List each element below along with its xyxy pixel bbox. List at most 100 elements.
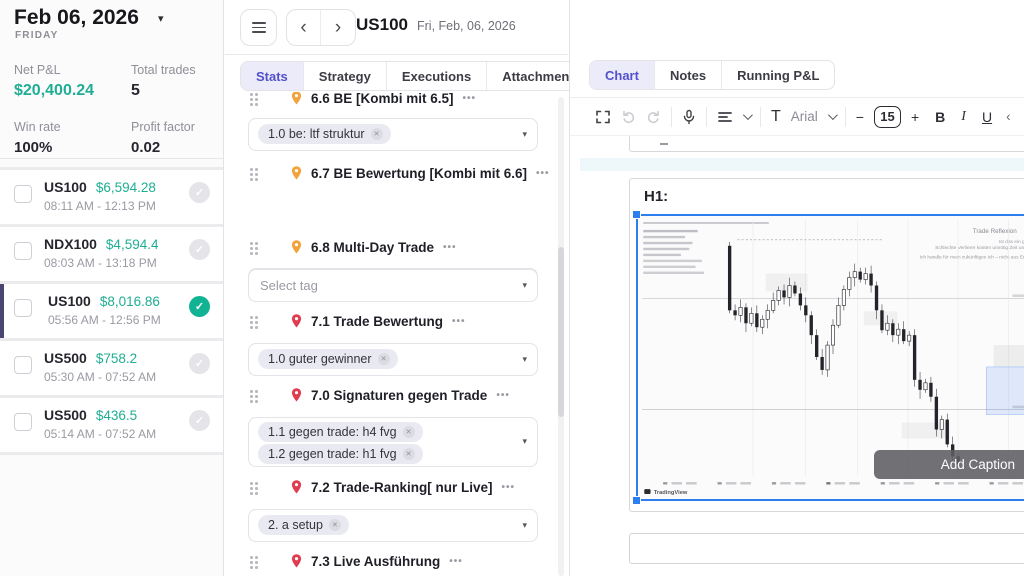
more-tools-icon[interactable]: ‹ <box>1006 109 1011 124</box>
tab-strategy[interactable]: Strategy <box>304 62 387 90</box>
reviewed-check-icon[interactable]: ✓ <box>189 410 210 431</box>
tag-pin-icon <box>291 554 302 568</box>
font-size-increase-button[interactable]: + <box>910 108 920 125</box>
trade-list: US100 $6,594.28 08:11 AM - 12:13 PM ✓ NDX… <box>0 167 223 455</box>
selection-handle[interactable] <box>632 496 641 505</box>
redo-icon[interactable] <box>646 109 661 124</box>
tab-chart[interactable]: Chart <box>590 61 655 89</box>
tag-pin-icon <box>291 480 302 494</box>
trade-symbol: US500 <box>44 350 87 366</box>
menu-button[interactable] <box>240 9 277 46</box>
trade-row[interactable]: US100 $6,594.28 08:11 AM - 12:13 PM ✓ <box>0 170 223 224</box>
tab-stats[interactable]: Stats <box>241 62 304 90</box>
field-menu-icon[interactable]: ••• <box>452 315 466 327</box>
tag-dropdown[interactable]: 1.0 guter gewinner ✕ ▾ <box>248 343 538 376</box>
prev-trade-button[interactable]: ‹ <box>287 10 321 45</box>
drag-handle-icon[interactable] <box>250 482 259 496</box>
tag-chip: 1.2 gegen trade: h1 fvg <box>268 447 397 461</box>
drag-handle-icon[interactable] <box>250 93 259 107</box>
date-selector[interactable]: Feb 06, 2026 <box>14 6 139 29</box>
selection-handle[interactable] <box>632 210 641 219</box>
tag-pin-icon <box>291 92 302 105</box>
drag-handle-icon[interactable] <box>250 242 259 256</box>
trade-checkbox[interactable] <box>14 185 32 203</box>
tag-dropdown[interactable]: 2. a setup ✕ ▾ <box>248 509 538 542</box>
field-menu-icon[interactable]: ••• <box>449 555 463 567</box>
tab-running-pnl[interactable]: Running P&L <box>737 68 820 83</box>
next-trade-button[interactable]: › <box>334 16 342 38</box>
field-menu-icon[interactable]: ••• <box>462 92 477 104</box>
tag-chip: 2. a setup <box>268 518 323 532</box>
chevron-down-icon[interactable] <box>742 110 753 121</box>
chip-remove-icon[interactable]: ✕ <box>402 426 415 438</box>
trade-row[interactable]: US500 $758.2 05:30 AM - 07:52 AM ✓ <box>0 341 223 395</box>
field-label: 6.8 Multi-Day Trade <box>311 239 435 255</box>
profit-factor-value: 0.02 <box>131 139 161 156</box>
bold-button[interactable]: B <box>935 108 946 125</box>
trade-checkbox[interactable] <box>14 356 32 374</box>
trade-checkbox[interactable] <box>14 242 32 260</box>
trade-time: 08:03 AM - 13:18 PM <box>44 256 157 270</box>
trade-symbol: NDX100 <box>44 236 97 252</box>
empty-note-block[interactable] <box>629 533 1024 564</box>
editor-toolbar: T Arial − 15 + B I U ‹ <box>570 97 1024 136</box>
chevron-down-icon[interactable] <box>827 110 838 121</box>
trade-symbol: US500 <box>44 407 87 423</box>
trade-date: Fri, Feb, 06, 2026 <box>417 19 516 33</box>
notes-panel: Chart Notes Running P&L T <box>569 0 1024 576</box>
microphone-icon[interactable] <box>682 109 696 125</box>
trade-row[interactable]: NDX100 $4,594.4 08:03 AM - 13:18 PM ✓ <box>0 227 223 281</box>
reviewed-check-icon[interactable]: ✓ <box>189 182 210 203</box>
field-menu-icon[interactable]: ••• <box>501 481 516 493</box>
reviewed-check-icon[interactable]: ✓ <box>189 353 210 374</box>
form-scrollbar[interactable] <box>558 97 564 576</box>
tab-executions[interactable]: Executions <box>387 62 488 90</box>
chip-remove-icon[interactable]: ✕ <box>377 353 390 365</box>
field-menu-icon[interactable]: ••• <box>443 241 457 253</box>
note-block-partial[interactable] <box>629 136 1024 152</box>
reviewed-check-icon[interactable]: ✓ <box>189 296 210 317</box>
drag-handle-icon[interactable] <box>250 316 259 330</box>
align-text-icon[interactable] <box>717 110 733 124</box>
trade-checkbox[interactable] <box>14 413 32 431</box>
chip-remove-icon[interactable]: ✕ <box>402 448 415 460</box>
italic-button[interactable]: I <box>961 108 966 124</box>
fullscreen-icon[interactable] <box>595 109 611 125</box>
field-label: 7.2 Trade-Ranking[ nur Live] <box>311 479 493 495</box>
font-size-value[interactable]: 15 <box>873 105 901 128</box>
add-caption-button[interactable]: Add Caption <box>874 450 1024 479</box>
tag-dropdown[interactable]: 1.0 be: ltf struktur ✕ ▾ <box>248 118 538 151</box>
chip-remove-icon[interactable]: ✕ <box>328 519 341 531</box>
field-menu-icon[interactable]: ••• <box>496 389 510 401</box>
field-menu-icon[interactable]: ••• <box>536 167 550 179</box>
chip-remove-icon[interactable]: ✕ <box>370 128 383 140</box>
chart-notes-editor[interactable]: H1: Trade R <box>570 136 1024 576</box>
profit-factor-label: Profit factor <box>131 120 195 134</box>
day-summary-sidebar: Feb 06, 2026 ▾ FRIDAY Net P&L Total trad… <box>0 0 224 576</box>
drag-handle-icon[interactable] <box>250 390 259 404</box>
tag-dropdown[interactable]: 1.1 gegen trade: h4 fvg ✕ 1.2 gegen trade… <box>248 417 538 467</box>
tab-notes[interactable]: Notes <box>655 61 723 89</box>
drag-handle-icon[interactable] <box>250 556 259 570</box>
font-family-select[interactable]: Arial <box>790 109 818 124</box>
trade-pnl: $4,594.4 <box>105 237 159 252</box>
trade-detail-tabs: Stats Strategy Executions Attachments <box>240 61 597 91</box>
trade-title: US100 <box>356 15 408 34</box>
field-label: 7.3 Live Ausführung <box>311 553 441 569</box>
drag-handle-icon[interactable] <box>250 168 259 182</box>
tag-pin-icon <box>291 314 302 328</box>
underline-button[interactable]: U <box>981 108 993 125</box>
tab-attachments[interactable]: Attachments <box>502 69 581 84</box>
trade-row[interactable]: US500 $436.5 05:14 AM - 07:52 AM ✓ <box>0 398 223 452</box>
trade-checkbox[interactable] <box>14 299 32 317</box>
text-cursor-line <box>580 158 1024 171</box>
undo-icon[interactable] <box>621 109 636 124</box>
trade-row-selected[interactable]: US100 $8,016.86 05:56 AM - 12:56 PM ✓ <box>0 284 223 338</box>
reviewed-check-icon[interactable]: ✓ <box>189 239 210 260</box>
tag-dropdown[interactable]: Select tag ▾ <box>248 269 538 302</box>
text-style-icon[interactable]: T <box>771 107 781 125</box>
tag-chip: 1.0 be: ltf struktur <box>268 127 365 141</box>
trade-pnl: $8,016.86 <box>99 294 160 309</box>
chevron-down-icon[interactable]: ▾ <box>158 13 164 25</box>
font-size-decrease-button[interactable]: − <box>855 108 864 125</box>
